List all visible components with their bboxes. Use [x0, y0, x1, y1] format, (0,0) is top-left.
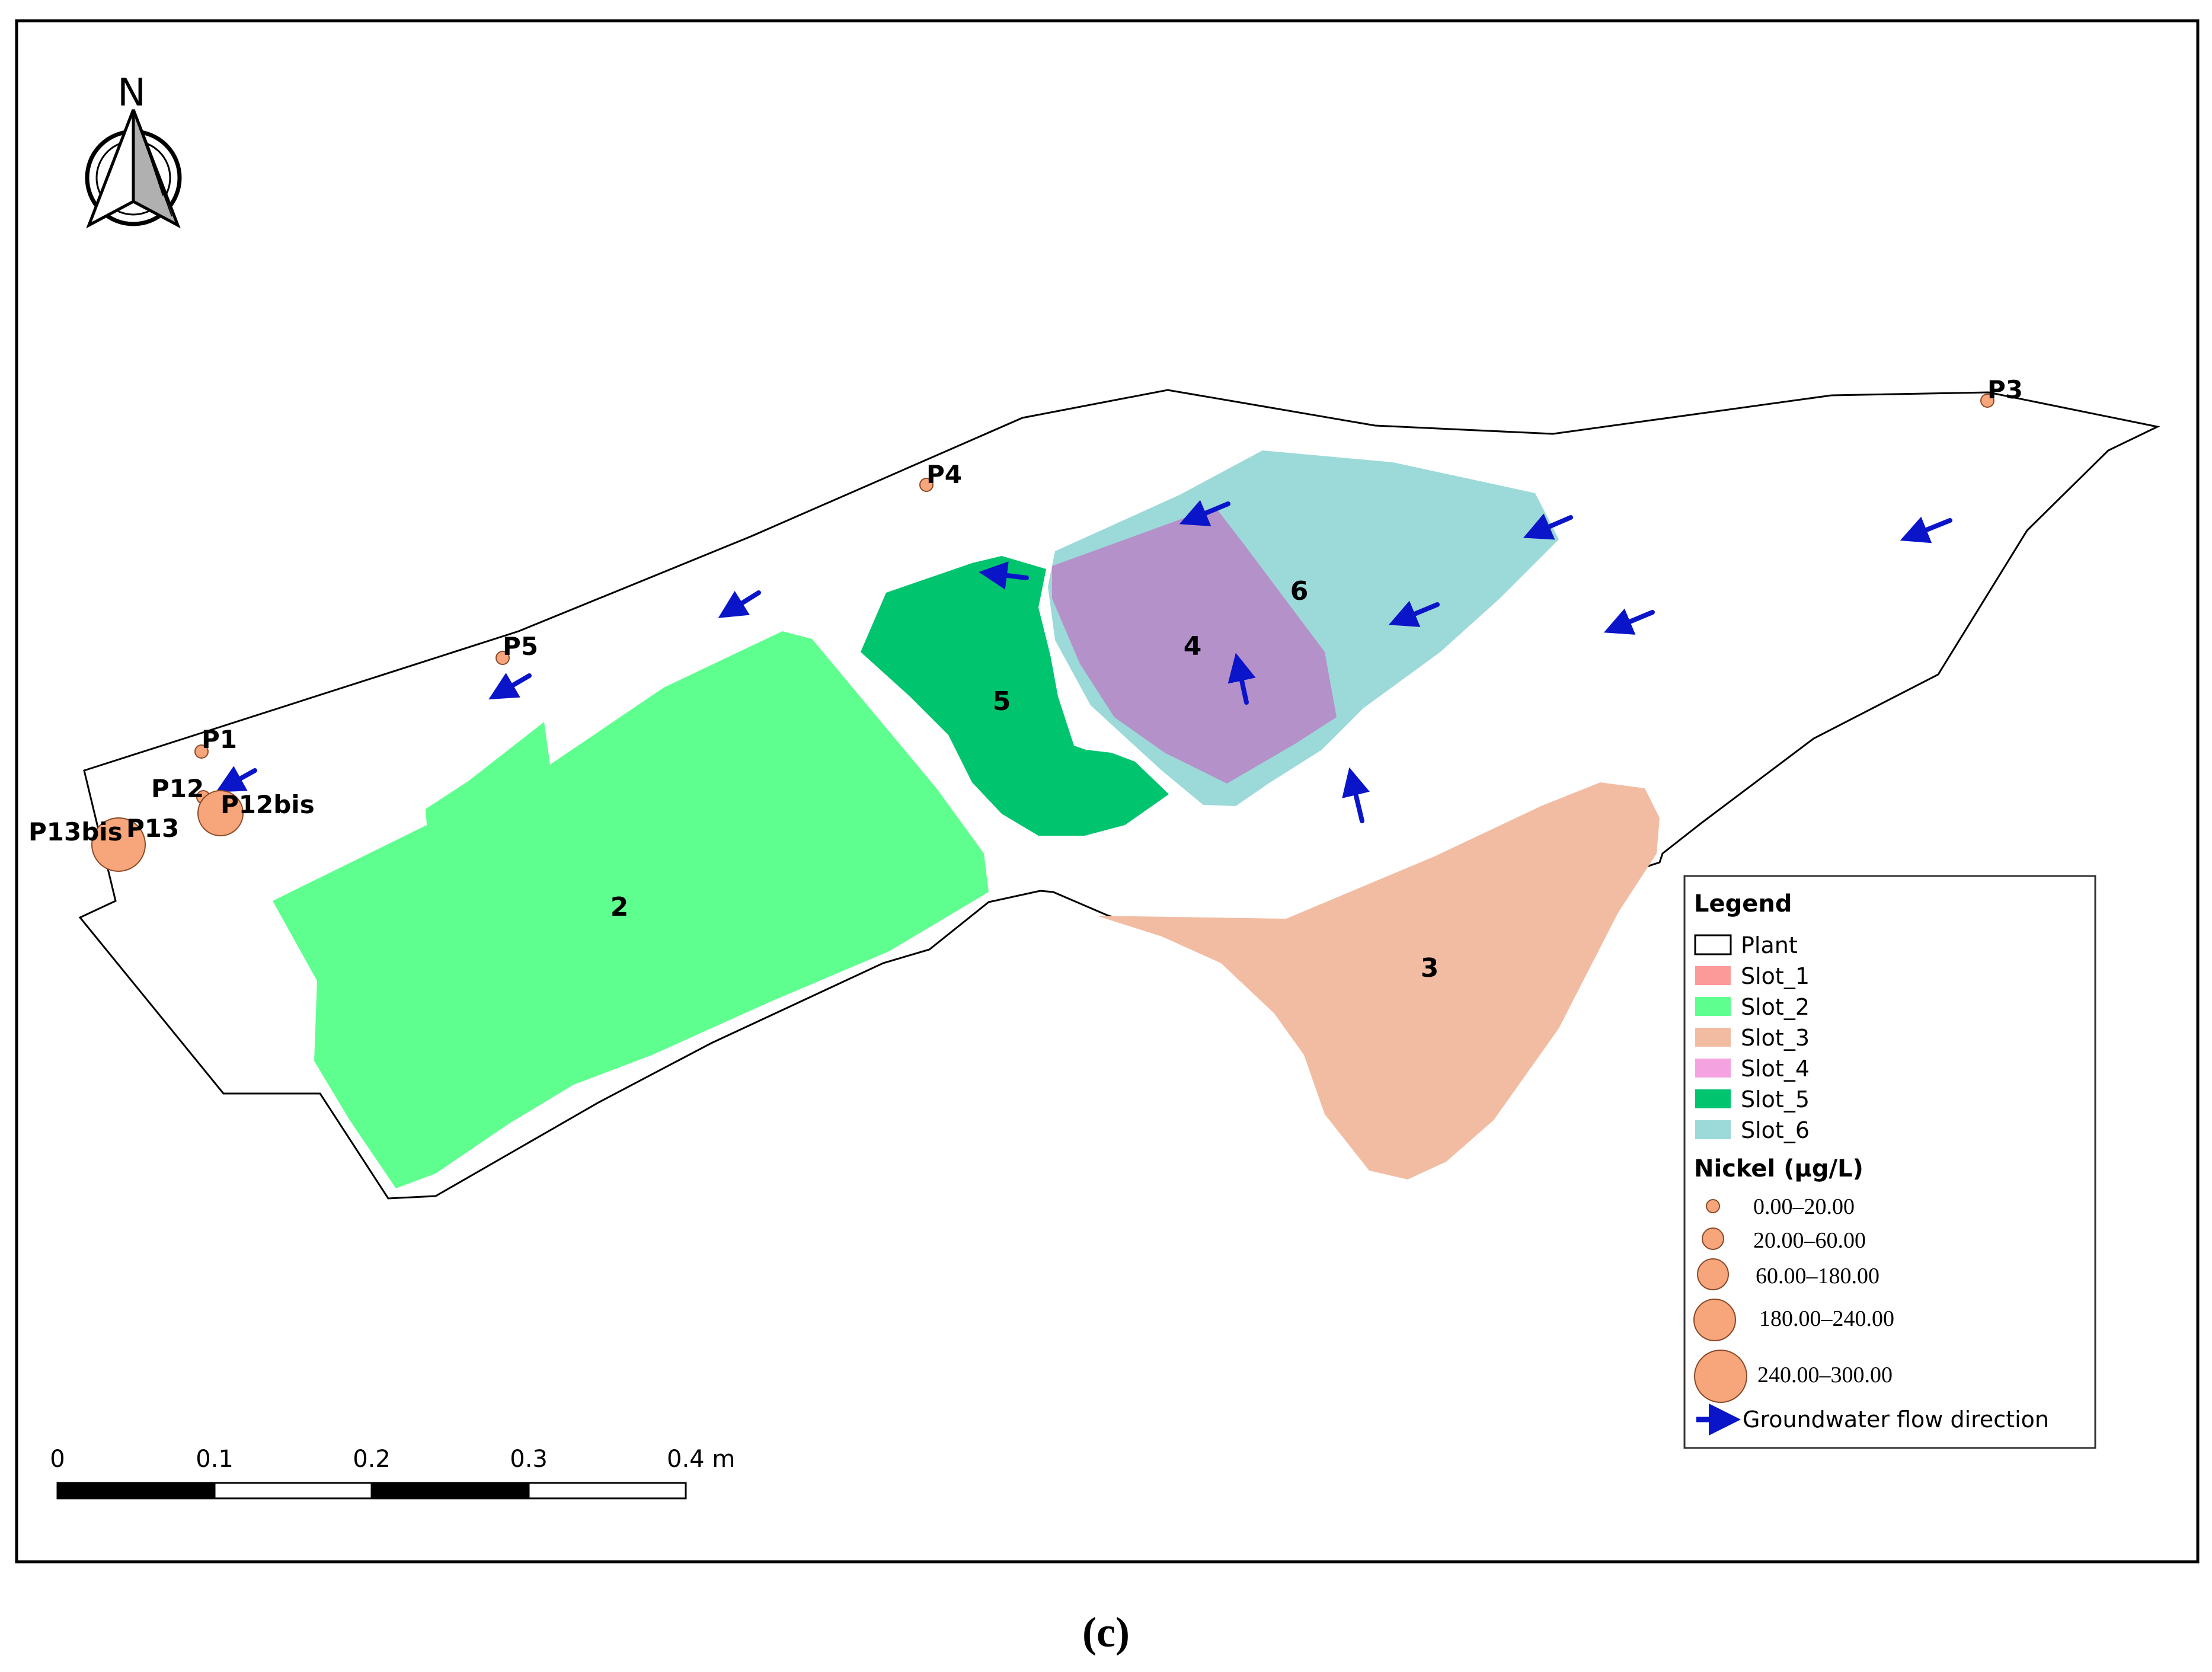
area-label-5: 5 — [993, 686, 1011, 717]
well-marker-p12bis — [197, 790, 244, 836]
well-label-p3: P3 — [1987, 375, 2023, 404]
well-marker-p4 — [919, 478, 934, 492]
area-slot-5 — [861, 556, 1169, 836]
area-label-2: 2 — [610, 892, 629, 922]
scale-tick-4: 0.4 m — [667, 1446, 735, 1473]
well-marker-p5 — [496, 651, 510, 665]
legend-item-slot-3: Slot_3 — [1741, 1025, 1810, 1051]
well-label-p4: P4 — [926, 460, 962, 489]
flow-arrow-icon — [1179, 500, 1230, 526]
well-label-p13: P13 — [126, 814, 179, 843]
well-label-p12: P12 — [151, 774, 204, 803]
legend-nickel-class-3: 60.00–180.00 — [1756, 1264, 1879, 1289]
scale-bar: 0 0.1 0.2 0.3 0.4 m — [50, 1446, 735, 1500]
flow-arrow-icon — [488, 673, 532, 700]
legend-box — [1683, 875, 2096, 1449]
legend-nickel-symbol-5 — [1694, 1350, 1747, 1403]
well-marker-p1 — [194, 744, 209, 759]
legend-title: Legend — [1694, 890, 1792, 917]
flow-arrow-icon — [1523, 513, 1573, 540]
area-label-6: 6 — [1290, 576, 1309, 606]
flow-arrow-icon — [718, 590, 761, 618]
legend-item-slot-5: Slot_5 — [1741, 1086, 1810, 1112]
legend-nickel-symbol-4 — [1693, 1299, 1736, 1341]
well-label-p5: P5 — [503, 632, 538, 661]
legend-nickel-class-4: 180.00–240.00 — [1759, 1306, 1894, 1331]
flow-arrow-icon — [1603, 608, 1655, 635]
scale-tick-2: 0.2 — [353, 1446, 391, 1473]
legend-item-slot-4: Slot_4 — [1741, 1056, 1810, 1082]
legend-nickel-symbol-2 — [1702, 1227, 1724, 1250]
well-label-p13bis: P13bis — [28, 817, 123, 846]
flow-arrows — [216, 500, 1952, 823]
area-slot-4 — [1052, 507, 1337, 784]
legend-nickel-title: Nickel (μg/L) — [1694, 1155, 1863, 1182]
legend-flow-label: Groundwater flow direction — [1743, 1406, 2049, 1433]
legend: Legend Plant Slot_1 Slot_2 Slot_3 Slot_4… — [1683, 875, 2096, 1449]
well-label-p12bis: P12bis — [220, 790, 315, 819]
north-arrow: N — [85, 71, 182, 229]
flow-arrow-icon — [216, 766, 257, 792]
legend-nickel-symbol-3 — [1697, 1258, 1729, 1290]
legend-nickel-symbol-1 — [1706, 1199, 1720, 1213]
legend-nickel-class-2: 20.00–60.00 — [1753, 1228, 1866, 1253]
flow-arrow-icon — [979, 561, 1029, 590]
wells — [91, 394, 1994, 872]
area-slot-3 — [1097, 782, 1660, 1179]
scale-tick-1: 0.1 — [196, 1446, 234, 1473]
well-label-p1: P1 — [202, 725, 237, 754]
legend-nickel-class-1: 0.00–20.00 — [1753, 1194, 1855, 1219]
area-label-3: 3 — [1421, 953, 1439, 983]
legend-item-slot-1: Slot_1 — [1741, 963, 1810, 989]
flow-arrow-icon — [1388, 600, 1440, 627]
well-marker-p3 — [1980, 394, 1994, 408]
well-marker-p13bis — [91, 817, 146, 872]
scale-tick-0: 0 — [50, 1446, 65, 1473]
area-label-4: 4 — [1184, 631, 1202, 661]
legend-item-slot-6: Slot_6 — [1741, 1117, 1810, 1143]
north-label: N — [117, 71, 146, 115]
legend-nickel-class-5: 240.00–300.00 — [1757, 1363, 1893, 1388]
flow-arrow-icon — [1228, 653, 1256, 705]
figure-caption: (c) — [1082, 1609, 1130, 1656]
legend-item-plant: Plant — [1741, 932, 1798, 958]
scale-tick-3: 0.3 — [510, 1446, 548, 1473]
flow-arrow-icon — [1342, 767, 1370, 823]
area-slot-2 — [273, 631, 989, 1188]
legend-item-slot-2: Slot_2 — [1741, 994, 1810, 1020]
flow-arrow-icon — [1900, 516, 1952, 544]
